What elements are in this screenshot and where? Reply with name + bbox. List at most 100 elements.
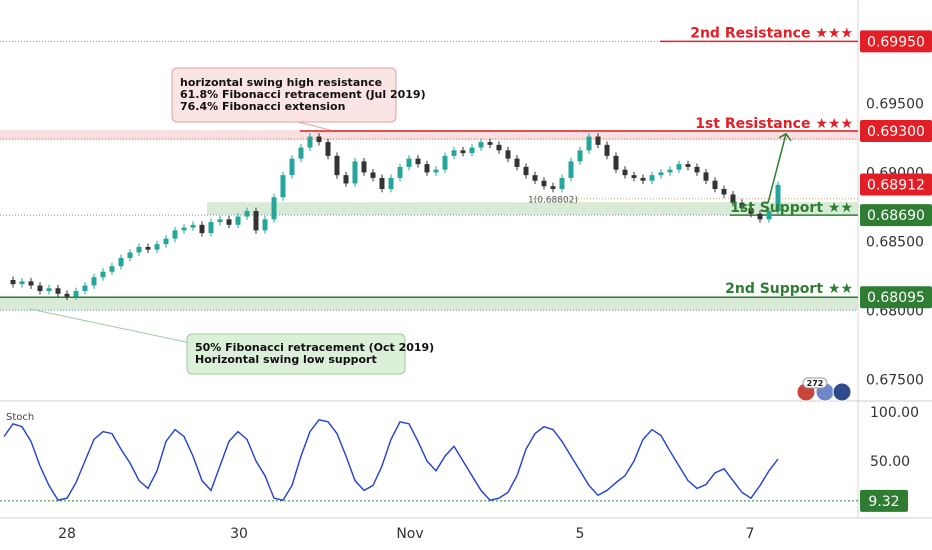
candle-body — [64, 293, 70, 297]
candle-body — [730, 194, 736, 203]
candle-body — [532, 175, 538, 181]
r1-label: 1st Resistance ★★★ — [695, 116, 853, 132]
candle-body — [37, 285, 43, 292]
candle-body — [307, 136, 313, 148]
top-annotation-line-2: 61.8% Fibonacci retracement (Jul 2019) — [180, 88, 426, 101]
candle-body — [388, 177, 394, 189]
candle-body — [406, 158, 412, 167]
projection-arrow — [767, 132, 792, 203]
candle-body — [658, 172, 664, 176]
candle-body — [244, 211, 250, 217]
time-tick-label: 28 — [58, 526, 76, 542]
currency-flags-icon[interactable]: 272 — [796, 377, 852, 402]
time-tick-label: 30 — [230, 526, 248, 542]
s1-price-pill: 0.68690 — [860, 204, 932, 227]
candle-body — [136, 246, 142, 253]
candles-group — [10, 133, 781, 300]
candle-body — [496, 144, 502, 151]
candle-body — [442, 155, 448, 170]
time-tick-label: 5 — [576, 526, 585, 542]
candle-body — [424, 164, 430, 173]
top-annotation-box: horizontal swing high resistance 61.8% F… — [171, 67, 426, 131]
candle-body — [487, 142, 493, 145]
stoch-tick-label: 100.00 — [870, 405, 919, 421]
candle-body — [10, 280, 16, 285]
candle-body — [379, 177, 385, 189]
candle-body — [271, 197, 277, 220]
current-price-text: 0.68912 — [867, 178, 925, 194]
candle-body — [172, 230, 178, 239]
candle-body — [550, 186, 556, 189]
top-annotation-bg — [171, 67, 397, 123]
candle-body — [604, 144, 610, 156]
s1-label: 1st Support ★★ — [730, 200, 853, 216]
candle-body — [181, 227, 187, 231]
candle-body — [190, 224, 196, 228]
bottom-annotation-line-2: Horizontal swing low support — [195, 353, 377, 366]
stoch-line — [3, 419, 779, 501]
candle-body — [370, 172, 376, 178]
candle-body — [163, 238, 169, 245]
candle-body — [82, 285, 88, 292]
candle-body — [325, 142, 331, 156]
bottom-annotation-pointer — [29, 308, 201, 346]
projection-arrowhead — [778, 132, 792, 142]
candle-body — [397, 166, 403, 178]
candle-body — [433, 169, 439, 173]
time-axis-ticks: 28 30 Nov 5 7 — [58, 526, 754, 542]
s2-price-pill: 0.68095 — [860, 286, 932, 309]
candle-body — [262, 219, 268, 231]
candle-body — [199, 224, 205, 234]
candle-body — [568, 161, 574, 178]
bottom-annotation-bg — [186, 333, 406, 375]
time-tick-label: Nov — [396, 526, 423, 542]
candle-body — [343, 175, 349, 184]
r2-price-text: 0.69950 — [867, 34, 925, 50]
stoch-value-text: 9.32 — [868, 494, 899, 510]
r1-price-pill: 0.69300 — [860, 120, 932, 143]
candle-body — [640, 177, 646, 181]
candle-body — [775, 184, 781, 212]
r2-label: 2nd Resistance ★★★ — [690, 25, 853, 41]
candle-body — [649, 175, 655, 181]
time-tick-label: 7 — [746, 526, 755, 542]
candle-body — [316, 136, 322, 143]
current-price-pill: 0.68912 — [860, 173, 932, 196]
candle-body — [298, 147, 304, 159]
candle-body — [334, 155, 340, 176]
support-zone-2 — [0, 297, 858, 311]
candle-body — [478, 142, 484, 148]
price-tick-label: 0.69500 — [866, 96, 924, 112]
candle-body — [28, 281, 34, 286]
candle-body — [226, 219, 232, 225]
candle-body — [253, 211, 259, 231]
top-annotation-line-3: 76.4% Fibonacci extension — [180, 100, 345, 113]
candle-body — [361, 161, 367, 173]
fib-label: 1(0.68802) — [528, 196, 578, 206]
candle-body — [631, 175, 637, 178]
projection-line — [767, 133, 787, 203]
bottom-annotation-line-1: 50% Fibonacci retracement (Oct 2019) — [195, 341, 434, 354]
candle-body — [280, 175, 286, 198]
candle-body — [712, 180, 718, 189]
candle-body — [694, 166, 700, 173]
candle-body — [541, 180, 547, 187]
price-tick-label: 0.67500 — [866, 372, 924, 388]
r1-price-text: 0.69300 — [867, 124, 925, 140]
candle-body — [586, 136, 592, 151]
candle-body — [154, 244, 160, 250]
candle-body — [46, 288, 52, 292]
candle-body — [613, 155, 619, 170]
price-tick-label: 0.68500 — [866, 234, 924, 250]
stoch-value-pill: 9.32 — [860, 489, 908, 512]
stoch-title: Stoch — [6, 412, 34, 423]
bottom-annotation-box: 50% Fibonacci retracement (Oct 2019) Hor… — [29, 308, 434, 375]
candle-body — [19, 281, 25, 285]
s2-price-text: 0.68095 — [867, 290, 925, 306]
resistance-zone — [0, 130, 858, 141]
candle-body — [595, 136, 601, 145]
candle-body — [145, 246, 151, 250]
candle-body — [757, 213, 763, 220]
top-annotation-line-1: horizontal swing high resistance — [180, 76, 382, 89]
